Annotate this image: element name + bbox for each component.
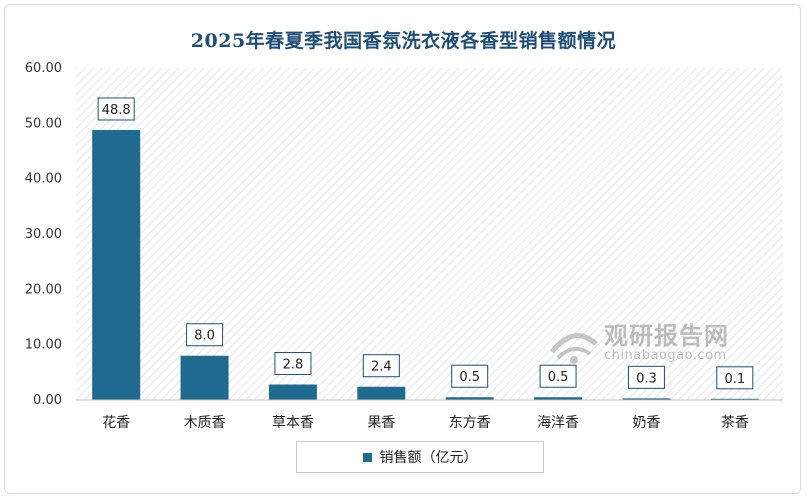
category-label-3: 果香	[367, 415, 395, 431]
data-label-text: 0.5	[459, 370, 480, 385]
watermark-logo-icon	[550, 333, 598, 364]
data-label-text: 8.0	[194, 329, 215, 344]
y-tick-label: 60.00	[25, 61, 62, 76]
data-label-5: 0.5	[539, 364, 577, 388]
watermark: 观研报告网 chinabaogao.com	[540, 316, 780, 376]
data-label-2: 2.8	[274, 352, 312, 376]
watermark-text-cn: 观研报告网	[604, 322, 729, 350]
data-label-box	[627, 365, 665, 389]
legend-swatch	[362, 452, 372, 462]
category-label-7: 茶香	[721, 415, 749, 431]
data-label-box	[97, 97, 135, 121]
category-label-0: 花香	[102, 415, 130, 431]
data-label-text: 0.3	[636, 371, 657, 386]
data-label-text: 2.8	[283, 358, 304, 373]
data-label-box	[716, 366, 754, 390]
y-tick-label: 30.00	[25, 227, 62, 242]
y-tick-label: 50.00	[25, 116, 62, 131]
y-tick-label: 20.00	[25, 282, 62, 297]
data-label-text: 48.8	[102, 103, 131, 118]
y-tick-label: 10.00	[25, 338, 62, 353]
data-label-box	[362, 354, 400, 378]
category-label-1: 木质香	[184, 415, 226, 431]
chart-title: 2025年春夏季我国香氛洗衣液各香型销售额情况	[190, 30, 617, 52]
legend-label: 销售额（亿元）	[379, 450, 478, 466]
bar-0	[92, 129, 141, 400]
category-label-6: 奶香	[632, 415, 660, 431]
bar-1	[180, 355, 229, 400]
bar-4	[445, 397, 494, 400]
data-label-6: 0.3	[627, 365, 665, 389]
legend: 销售额（亿元）	[296, 441, 544, 473]
y-tick-label: 0.00	[33, 393, 62, 408]
data-label-0: 48.8	[97, 97, 135, 121]
data-label-text: 0.1	[724, 372, 745, 387]
data-label-box	[186, 323, 224, 347]
data-label-4: 0.5	[451, 364, 489, 388]
data-label-1: 8.0	[186, 323, 224, 347]
data-label-box	[539, 364, 577, 388]
category-label-2: 草本香	[272, 415, 314, 431]
bar-6	[622, 398, 671, 400]
bar-5	[534, 397, 583, 400]
category-label-5: 海洋香	[537, 415, 579, 431]
bar-7	[710, 398, 759, 400]
data-label-7: 0.1	[716, 366, 754, 390]
watermark-text-en: chinabaogao.com	[604, 348, 727, 363]
data-label-text: 2.4	[371, 360, 392, 375]
bar-2	[268, 384, 317, 400]
data-label-3: 2.4	[362, 354, 400, 378]
y-tick-label: 40.00	[25, 172, 62, 187]
data-label-box	[274, 352, 312, 376]
data-label-text: 0.5	[548, 370, 569, 385]
bar-3	[357, 386, 406, 400]
data-label-box	[451, 364, 489, 388]
category-label-4: 东方香	[449, 415, 491, 431]
